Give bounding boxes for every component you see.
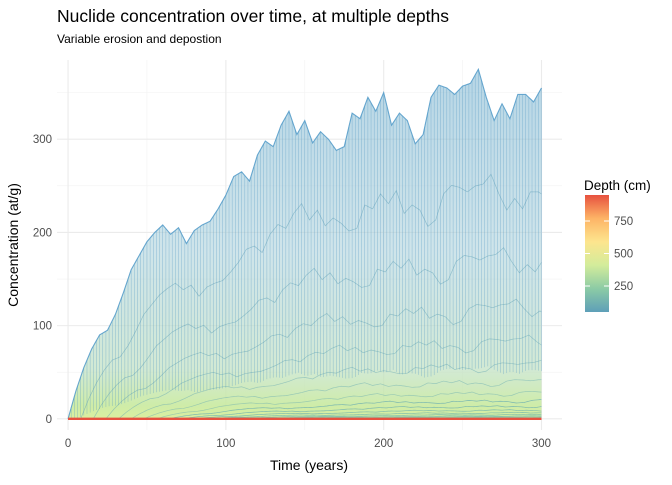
x-axis-ticks: 0 100 200 300 — [65, 438, 551, 450]
x-tick-label: 100 — [216, 438, 235, 450]
x-tick-label: 0 — [65, 438, 71, 450]
chart-subtitle: Variable erosion and depostion — [57, 32, 222, 46]
y-tick-label: 100 — [33, 321, 52, 333]
y-axis-ticks: 0 100 200 300 — [33, 134, 52, 426]
legend-title: Depth (cm) — [584, 178, 651, 193]
x-axis-title: Time (years) — [270, 457, 348, 473]
y-tick-label: 300 — [33, 134, 52, 146]
legend-tick-label: 750 — [614, 216, 633, 228]
chart-title: Nuclide concentration over time, at mult… — [57, 6, 449, 26]
legend: Depth (cm) 250 500 750 — [584, 178, 651, 312]
x-tick-label: 300 — [532, 438, 551, 450]
legend-tick-label: 500 — [614, 249, 633, 261]
legend-tick-label: 250 — [614, 281, 633, 293]
y-axis-title: Concentration (at/g) — [5, 183, 21, 307]
y-tick-label: 0 — [46, 414, 52, 426]
x-tick-label: 200 — [374, 438, 393, 450]
y-tick-label: 200 — [33, 227, 52, 239]
